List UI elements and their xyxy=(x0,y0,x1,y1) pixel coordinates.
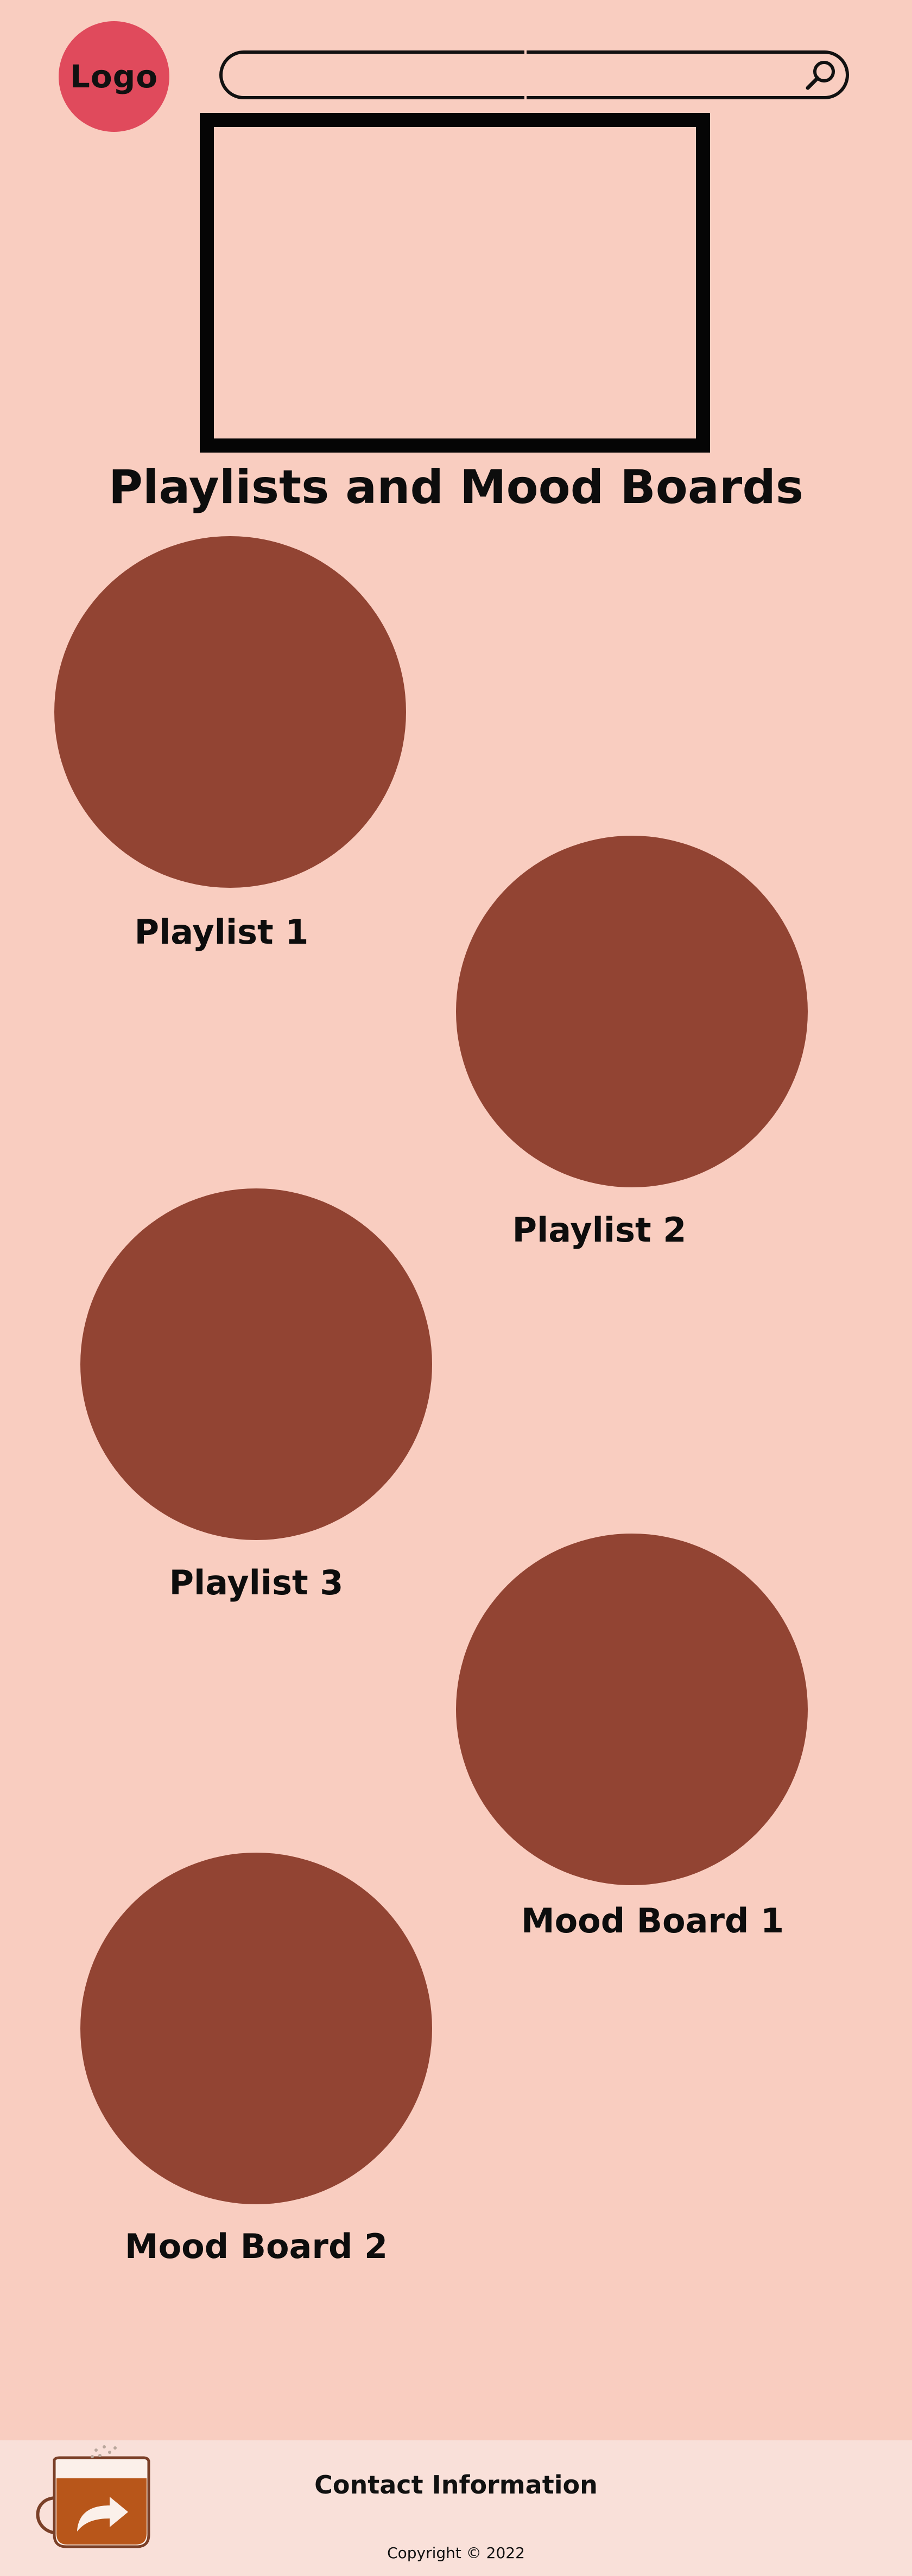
footer xyxy=(0,2440,912,2576)
copyright-text: Copyright © 2022 xyxy=(387,2544,525,2562)
search-divider xyxy=(524,50,527,99)
mood-board-2-cover[interactable] xyxy=(80,1853,432,2204)
playlist-1-cover[interactable] xyxy=(54,536,406,888)
coffee-mug-share-icon[interactable] xyxy=(28,2438,153,2558)
logo-label: Logo xyxy=(69,58,159,95)
playlist-1-label[interactable]: Playlist 1 xyxy=(134,912,309,952)
playlist-2-label[interactable]: Playlist 2 xyxy=(512,1210,687,1250)
playlist-3-label[interactable]: Playlist 3 xyxy=(169,1563,344,1602)
search-input[interactable] xyxy=(219,50,849,99)
contact-information-link[interactable]: Contact Information xyxy=(314,2470,598,2499)
search-icon[interactable] xyxy=(803,58,839,93)
playlist-3-cover[interactable] xyxy=(80,1188,432,1540)
playlist-2-cover[interactable] xyxy=(456,836,808,1187)
mood-board-1-cover[interactable] xyxy=(456,1534,808,1885)
mood-board-2-label[interactable]: Mood Board 2 xyxy=(124,2227,388,2266)
page-title: Playlists and Mood Boards xyxy=(108,460,804,514)
mood-board-1-label[interactable]: Mood Board 1 xyxy=(521,1901,784,1941)
logo[interactable]: Logo xyxy=(59,21,169,132)
hero-image-placeholder xyxy=(200,113,710,453)
